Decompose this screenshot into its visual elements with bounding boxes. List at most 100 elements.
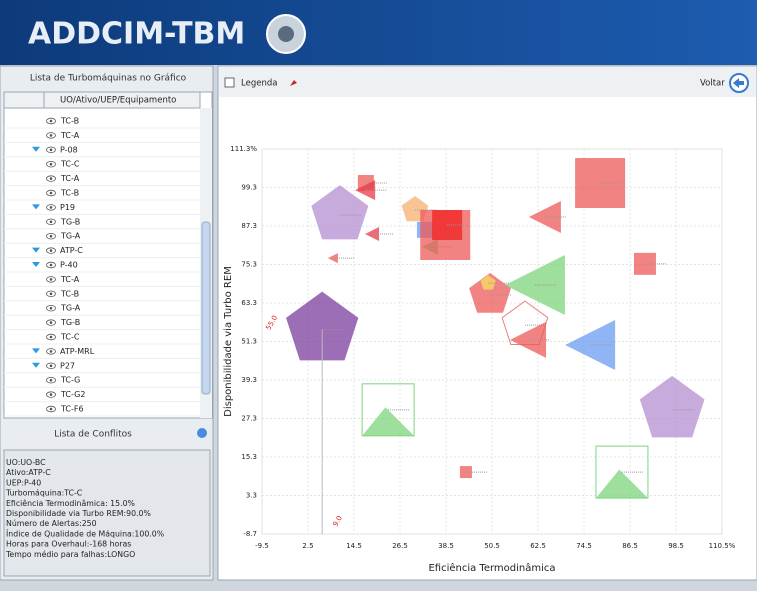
marker: [639, 375, 705, 438]
legend-button[interactable]: Legenda: [241, 79, 277, 89]
eye-pupil: [49, 206, 53, 209]
x-tick-label: 110.5%: [709, 542, 736, 550]
y-tick-label: 75.3: [241, 261, 257, 269]
tree-row[interactable]: TG-A: [60, 232, 81, 241]
y-tick-label: 15.3: [241, 453, 257, 461]
eye-pupil: [49, 249, 53, 252]
y-tick-label: -8.7: [243, 530, 257, 538]
x-tick-label: 86.5: [622, 542, 638, 550]
expand-arrow[interactable]: [32, 247, 40, 253]
expand-arrow[interactable]: [32, 146, 40, 152]
eye-pupil: [49, 292, 53, 296]
tree: [3, 91, 213, 419]
back-button[interactable]: Voltar: [700, 79, 725, 89]
y-tick-label: 3.3: [246, 492, 257, 500]
y-tick-label: 39.3: [241, 376, 257, 384]
tree-row[interactable]: TC-C: [60, 160, 80, 169]
tree-row[interactable]: TC-B: [60, 117, 79, 126]
detail-line: Turbomáquina:TC-C: [5, 489, 83, 498]
expand-arrow[interactable]: [32, 362, 40, 368]
tree-column: UO/Ativo/UEP/Equipamento: [60, 96, 176, 106]
details-box: [3, 449, 211, 577]
tree-row[interactable]: P-40: [60, 261, 78, 270]
tree-row[interactable]: TC-C: [60, 333, 80, 342]
eye-pupil: [49, 278, 53, 281]
expand-arrow[interactable]: [32, 348, 40, 354]
x-tick-label: 74.5: [576, 542, 592, 550]
tree-row[interactable]: ATP-MRL: [60, 347, 95, 356]
tree-row[interactable]: TG-A: [60, 304, 81, 313]
detail-line: Número de Alertas:250: [6, 519, 97, 528]
marker: [362, 407, 415, 436]
detail-line: Tempo médio para falhas:LONGO: [5, 550, 135, 559]
eye-pupil: [49, 378, 53, 382]
x-axis-label: Eficiência Termodinâmica: [428, 562, 555, 574]
toolbar: [219, 67, 756, 97]
tree-row[interactable]: P27: [60, 361, 75, 370]
x-tick-label: -9.5: [255, 542, 269, 550]
eye-pupil: [49, 335, 53, 339]
eye-pupil: [49, 306, 53, 310]
detail-line: UEP:P-40: [6, 478, 41, 487]
marker: [311, 185, 369, 240]
marker: [286, 291, 359, 361]
tree-header: [3, 91, 201, 109]
eye-pupil: [49, 148, 53, 152]
legend-checkbox[interactable]: [224, 77, 235, 88]
detail-line: Horas para Overhaul:-168 horas: [6, 540, 131, 549]
tree-row[interactable]: TC-G: [60, 376, 80, 385]
expand-arrow[interactable]: [32, 204, 40, 210]
eye-pupil: [49, 263, 53, 267]
tree-row[interactable]: TC-F6: [60, 405, 84, 414]
logo-icon-core: [278, 26, 294, 42]
detail-line: Eficiência Termodinâmica: 15.0%: [6, 499, 135, 508]
marker: [595, 469, 648, 499]
tree-row[interactable]: TC-G2: [60, 390, 85, 399]
eye-pupil: [49, 162, 53, 166]
tree-row[interactable]: ATP-C: [60, 246, 83, 255]
eye-pupil: [49, 220, 53, 224]
detail-line: Disponibilidade via Turbo REM:90.0%: [6, 509, 151, 518]
x-tick-label: 26.5: [392, 542, 408, 550]
expand-arrow[interactable]: [32, 262, 40, 267]
x-tick-label: 50.5: [484, 542, 500, 550]
y-tick-label: 51.3: [241, 338, 257, 346]
x-tick-label: 38.5: [438, 542, 454, 550]
x-tick-label: 2.5: [302, 542, 313, 550]
x-tick-label: 98.5: [668, 542, 684, 550]
eye-pupil: [49, 407, 53, 411]
tree-row[interactable]: TG-B: [60, 217, 80, 226]
tree-row[interactable]: TC-A: [60, 174, 80, 183]
detail-line: UO:UO-BC: [6, 458, 46, 467]
tree-row[interactable]: P-08: [60, 145, 78, 154]
header: [0, 0, 757, 65]
y-axis-label: Disponibilidade via Turbo REM: [223, 266, 234, 417]
tree-row[interactable]: TC-B: [60, 189, 79, 198]
y-tick-label: 27.3: [241, 415, 257, 423]
eye-pupil: [49, 191, 53, 195]
tree-row[interactable]: P19: [60, 203, 75, 212]
x-tick-label: 62.5: [530, 542, 546, 550]
conflicts-button[interactable]: [197, 428, 207, 438]
back-arrow[interactable]: [733, 78, 744, 88]
tree-row[interactable]: TC-B: [60, 289, 79, 298]
detail-line: Índice de Qualidade de Máquina:100.0%: [6, 529, 164, 538]
tree-row[interactable]: TC-A: [60, 131, 80, 140]
y-tick-label: 63.3: [241, 299, 257, 307]
eye-pupil: [49, 119, 53, 123]
eye-pupil: [49, 234, 53, 238]
scrollbar-thumb[interactable]: [201, 221, 211, 395]
eye-pupil: [49, 177, 53, 180]
eye-pupil: [49, 350, 53, 353]
y-tick-label: 111.3%: [230, 145, 257, 153]
tree-row[interactable]: TC-A: [60, 275, 80, 284]
detail-line: Ativo:ATP-C: [6, 468, 51, 477]
pin-icon[interactable]: [290, 80, 297, 86]
marker: [480, 275, 496, 290]
logo: ADDCIM-TBM: [28, 17, 245, 52]
conflicts-title: Lista de Conflitos: [54, 430, 132, 440]
eye-pupil: [49, 321, 53, 324]
tree-row[interactable]: TG-B: [60, 318, 80, 327]
eye-pupil: [49, 134, 53, 137]
